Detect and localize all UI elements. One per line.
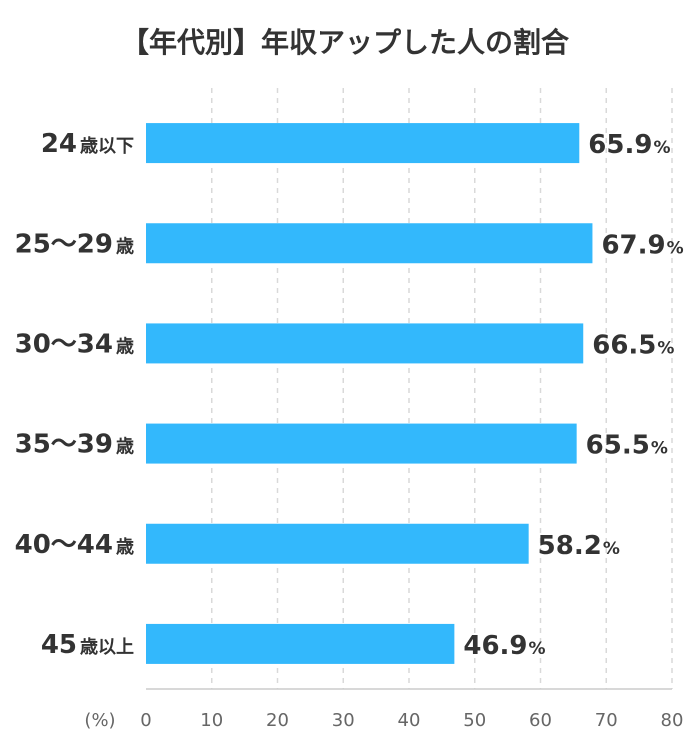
value-label: 58.2% [538,531,620,561]
x-tick-label: 80 [661,710,684,731]
value-label: 65.5% [586,431,668,461]
x-tick-label: 30 [332,710,355,731]
bar [146,123,580,164]
bar [146,323,584,364]
bar [146,623,455,664]
x-tick-labels: 0 10 20 30 40 50 60 70 80 [140,710,683,731]
x-tick-label: 50 [463,710,486,731]
value-label: 46.9% [463,631,545,661]
category-label: 24 歳以下 [41,129,134,159]
x-tick-label: 60 [529,710,552,731]
x-tick-label: 0 [140,710,151,731]
category-labels: 24 歳以下 25～29 歳 30～34 歳 35～39 歳 40～44 歳 45 歳以上 [15,129,134,660]
category-label: 30～34 歳 [15,329,134,359]
x-tick-label: 40 [398,710,421,731]
chart-title: 【年代別】年収アップした人の割合 [121,26,570,59]
value-label: 65.9% [588,130,670,160]
x-unit-label: (%) [84,710,115,731]
bars [146,123,593,664]
value-labels: 65.9% 67.9% 66.5% 65.5% 58.2% 46.9% [463,130,683,661]
x-tick-label: 70 [595,710,618,731]
x-tick-label: 10 [200,710,223,731]
category-label: 35～39 歳 [15,430,134,460]
x-tick-label: 20 [266,710,289,731]
grid-lines [211,88,673,689]
category-label: 25～29 歳 [15,229,134,259]
bar [146,523,529,564]
category-label: 45 歳以上 [41,630,134,660]
value-label: 66.5% [592,330,674,360]
category-label: 40～44 歳 [15,530,134,560]
bar [146,223,593,264]
value-label: 67.9% [601,230,683,260]
bar [146,423,577,464]
